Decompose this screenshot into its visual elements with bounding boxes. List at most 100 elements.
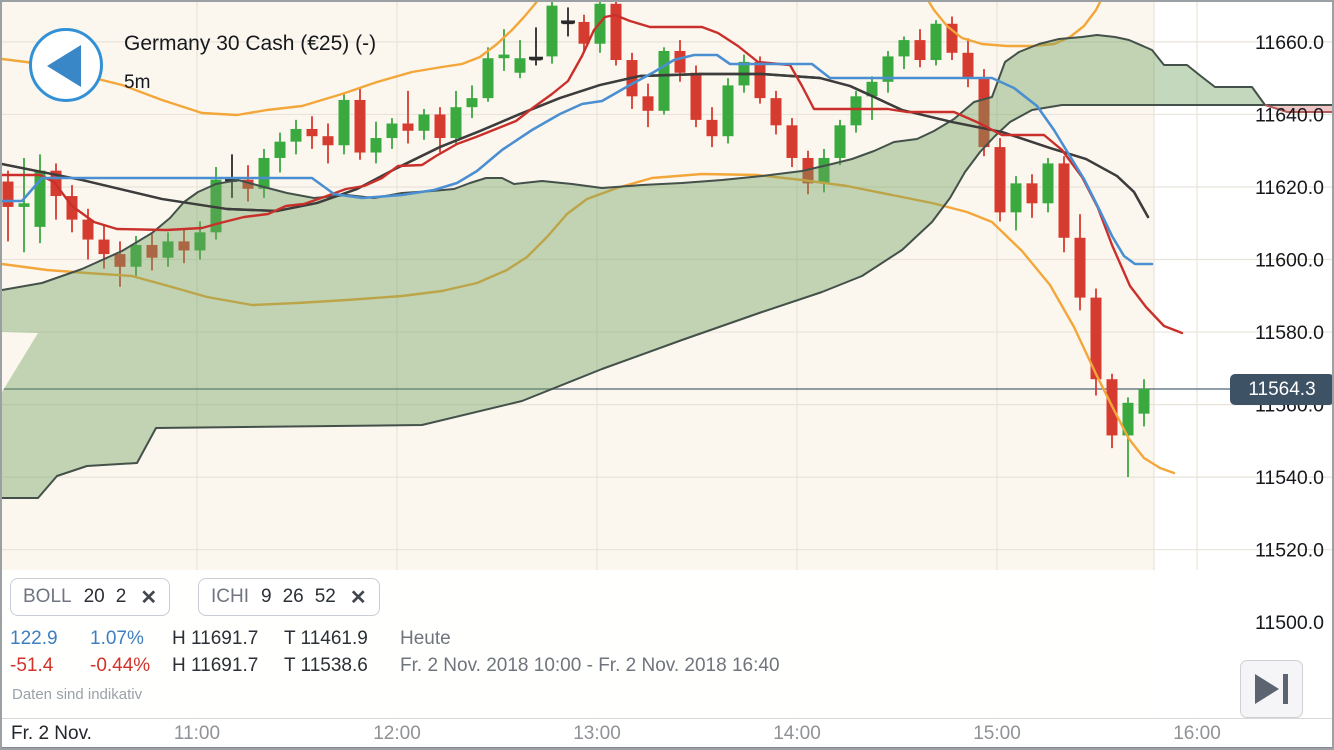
candle-body (882, 56, 894, 82)
candle-body (418, 114, 430, 131)
candle-body (482, 58, 494, 99)
play-icon (1255, 674, 1279, 704)
time-tick-label: 15:00 (973, 723, 1021, 744)
candle-body (386, 123, 398, 139)
price-axis-label: 11500.0 (1255, 612, 1324, 634)
candle-body (946, 23, 958, 53)
time-tick-label: 14:00 (773, 723, 821, 744)
candle-body (930, 23, 942, 61)
timeframe-label: 5m (124, 72, 151, 93)
candle-body (578, 21, 590, 44)
time-axis[interactable]: Fr. 2 Nov. 11:00 12:00 13:00 14:00 15:00 16:0… (2, 718, 1332, 748)
day-high: H 11691.7 (172, 628, 259, 649)
indicator-chip-ichi[interactable]: ICHI 9 26 52 ✕ (198, 578, 380, 616)
bollinger-upper-2-line (927, 2, 1102, 48)
cloud-notch (2, 332, 38, 392)
candle-body (146, 245, 158, 258)
candle-body (722, 85, 734, 137)
candle-body (658, 50, 670, 111)
candle-body (130, 245, 142, 267)
candle-body (162, 241, 174, 258)
candle-body (34, 170, 46, 227)
candle-body (1138, 389, 1150, 414)
candle-body (18, 203, 30, 207)
candle-body (114, 254, 126, 267)
stats-row-day: 122.9 1.07% H 11691.7 T 11461.9 Heute (10, 628, 870, 652)
candle-body (354, 99, 366, 153)
candle-body (258, 157, 270, 189)
candle-body (674, 50, 686, 73)
price-axis-label: 11660.0 (1255, 32, 1324, 54)
day-low: T 11461.9 (284, 628, 368, 649)
stats-row-range: -51.4 -0.44% H 11691.7 T 11538.6 Fr. 2 N… (10, 655, 870, 679)
candle-body (1010, 183, 1022, 213)
instrument-title: Germany 30 Cash (€25) (-) (124, 32, 377, 55)
tenkan-sen-line (2, 53, 1154, 266)
candle-body (450, 107, 462, 139)
candle-body (242, 179, 254, 189)
current-price-badge: 11564.3 (1230, 374, 1332, 405)
price-axis-label: 11520.0 (1255, 540, 1324, 562)
time-tick-label: 13:00 (573, 723, 621, 744)
candle-body (402, 123, 414, 131)
price-axis-label: 11600.0 (1255, 250, 1324, 272)
candle-body (850, 96, 862, 126)
candle-body (962, 52, 974, 79)
candle-body (2, 181, 14, 207)
candle-body (818, 157, 830, 184)
chip-boll-param: 2 (115, 586, 127, 607)
candle-body (834, 125, 846, 158)
price-axis-label: 11640.0 (1255, 104, 1324, 126)
close-icon[interactable]: ✕ (349, 586, 367, 609)
candle-body (466, 98, 478, 108)
candle-body (1122, 402, 1134, 436)
candle-body (1058, 163, 1070, 238)
candle-body (498, 54, 510, 59)
candle-body (210, 179, 222, 233)
candle-body (1042, 163, 1054, 204)
indicator-chip-boll[interactable]: BOLL 20 2 ✕ (10, 578, 171, 616)
senkou-a-forward-line (1264, 104, 1332, 113)
ichimoku-cloud-bull (2, 35, 1265, 498)
candle-body (802, 157, 814, 184)
range-period: Fr. 2 Nov. 2018 10:00 - Fr. 2 Nov. 2018 … (400, 655, 780, 676)
chip-ichi-name: ICHI (211, 586, 249, 607)
candle-body (642, 96, 654, 111)
date-label: Fr. 2 Nov. (11, 723, 92, 744)
candle-body (866, 81, 878, 97)
candle-body (98, 239, 110, 255)
close-icon[interactable]: ✕ (140, 586, 158, 609)
candle-body (770, 98, 782, 126)
candle-body (546, 5, 558, 57)
candle-body (338, 99, 350, 146)
candle-body (66, 196, 78, 220)
kijun-sen-line (2, 13, 1184, 335)
candle-body (274, 141, 286, 158)
candle-body (82, 219, 94, 240)
senkou-a-line (2, 34, 1266, 291)
candle-body (994, 147, 1006, 213)
candle-body (978, 78, 990, 148)
chip-boll-param: 20 (83, 586, 105, 607)
price-axis-label: 11580.0 (1255, 322, 1324, 344)
skip-to-latest-button[interactable] (1240, 660, 1303, 718)
candle-body (322, 136, 334, 146)
date-label-box: Fr. 2 Nov. (2, 719, 118, 748)
chip-ichi-param: 9 (261, 586, 272, 607)
range-change-pct: -0.44% (90, 655, 151, 676)
candle-body (306, 128, 318, 137)
candle-body (914, 40, 926, 61)
bollinger-mid-line (2, 72, 1150, 219)
candle-body (1090, 297, 1102, 380)
disclaimer-text: Daten sind indikativ (12, 686, 143, 703)
bollinger-lower-line (2, 172, 1176, 475)
candle-body (514, 58, 526, 73)
range-high: H 11691.7 (172, 655, 259, 676)
candle-body (706, 119, 718, 137)
chip-boll-name: BOLL (23, 586, 72, 607)
time-tick-label: 12:00 (373, 723, 421, 744)
back-button[interactable] (29, 28, 103, 102)
day-change: 122.9 (10, 628, 58, 649)
